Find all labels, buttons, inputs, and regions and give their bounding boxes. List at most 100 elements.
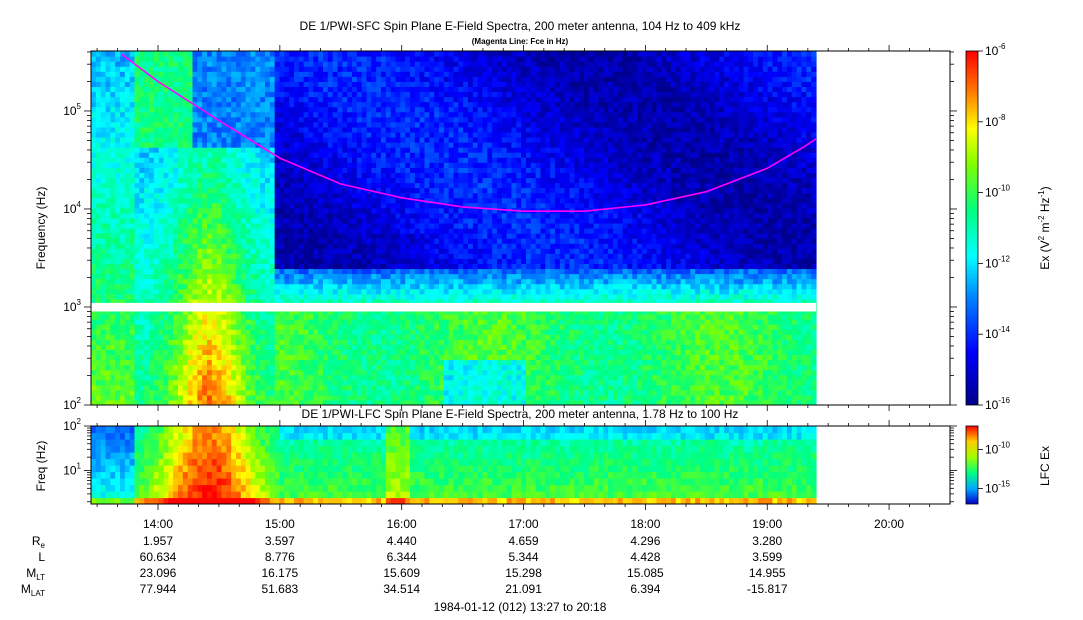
heatmap1-cell: [274, 172, 281, 179]
heatmap1-cell: [163, 273, 169, 280]
heatmap1-cell: [168, 394, 174, 401]
heatmap1-cell: [153, 349, 160, 356]
heatmap1-cell: [240, 172, 247, 179]
heatmap1-cell: [414, 324, 421, 330]
heatmap1-cell: [361, 399, 368, 405]
heatmap1-cell: [231, 339, 237, 345]
heatmap1-cell: [120, 56, 126, 62]
heatmap1-cell: [178, 379, 184, 386]
heatmap1-cell: [235, 374, 242, 381]
heatmap1-cell: [390, 66, 397, 72]
heatmap1-cell: [178, 339, 184, 345]
heatmap1-cell: [255, 248, 261, 254]
heatmap1-cell: [429, 248, 435, 254]
heatmap1-cell: [134, 182, 140, 189]
heatmap1-cell: [419, 313, 426, 320]
heatmap1-cell: [284, 263, 290, 270]
heatmap1-cell: [211, 374, 218, 381]
heatmap1-cell: [419, 334, 426, 340]
heatmap1-cell: [298, 61, 305, 67]
heatmap1-cell: [419, 81, 426, 87]
heatmap1-cell: [356, 91, 363, 98]
heatmap1-cell: [279, 283, 285, 290]
heatmap1-cell: [409, 101, 416, 108]
heatmap1-cell: [313, 142, 319, 148]
heatmap1-cell: [308, 111, 314, 118]
heatmap1-cell: [400, 212, 406, 219]
heatmap1-cell: [178, 147, 184, 153]
heatmap1-cell: [351, 263, 358, 270]
heatmap1-cell: [313, 172, 319, 179]
heatmap1-cell: [192, 152, 198, 158]
heatmap1-cell: [202, 268, 208, 275]
heatmap1-cell: [105, 324, 111, 330]
heatmap1-cell: [226, 243, 232, 249]
heatmap1-cell: [332, 162, 339, 168]
heatmap1-cell: [269, 66, 276, 72]
heatmap1-cell: [279, 167, 285, 173]
heatmap1-cell: [405, 192, 411, 199]
heatmap1-cell: [313, 106, 319, 113]
heatmap1-cell: [260, 197, 266, 204]
heatmap1-cell: [264, 369, 271, 376]
heatmap1-cell: [95, 389, 102, 396]
heatmap1-cell: [318, 207, 324, 214]
heatmap1-cell: [178, 278, 184, 285]
heatmap1-cell: [91, 101, 97, 108]
heatmap1-cell: [279, 212, 285, 219]
heatmap1-cell: [318, 339, 324, 345]
heatmap1-cell: [284, 288, 290, 295]
heatmap1-cell: [322, 339, 329, 345]
heatmap1-cell: [395, 222, 401, 229]
heatmap1-cell: [376, 192, 382, 199]
heatmap1-cell: [347, 56, 353, 62]
heatmap1-cell: [414, 313, 421, 320]
heatmap1-cell: [211, 217, 218, 224]
heatmap1-cell: [211, 228, 218, 234]
heatmap1-cell: [289, 268, 295, 275]
heatmap1-cell: [380, 364, 387, 371]
heatmap1-cell: [376, 364, 382, 371]
heatmap1-cell: [240, 354, 247, 361]
heatmap1-cell: [216, 222, 223, 229]
heatmap1-cell: [216, 228, 223, 234]
heatmap1-cell: [260, 253, 266, 259]
heatmap1-cell: [95, 61, 102, 67]
heatmap1-cell: [298, 384, 305, 391]
heatmap1-cell: [390, 313, 397, 320]
heatmap1-cell: [163, 96, 169, 103]
heatmap1-cell: [100, 298, 107, 305]
heatmap1-cell: [405, 207, 411, 214]
heatmap1-cell: [231, 243, 237, 249]
heatmap1-cell: [351, 339, 358, 345]
heatmap1-cell: [240, 116, 247, 123]
heatmap1-cell: [149, 162, 155, 168]
heatmap1-cell: [158, 147, 165, 153]
heatmap1-cell: [327, 167, 334, 173]
heatmap1-cell: [105, 233, 111, 239]
heatmap1-cell: [158, 288, 165, 295]
heatmap1-cell: [327, 228, 334, 234]
heatmap1-cell: [274, 228, 281, 234]
heatmap1-cell: [110, 238, 116, 244]
heatmap1-cell: [376, 86, 382, 93]
heatmap1-cell: [153, 222, 160, 229]
heatmap1-cell: [197, 71, 203, 77]
heatmap1-cell: [405, 116, 411, 123]
heatmap1-cell: [419, 364, 426, 371]
heatmap1-cell: [202, 359, 208, 366]
heatmap1-cell: [409, 268, 416, 275]
heatmap1-cell: [405, 268, 411, 275]
heatmap1-cell: [293, 273, 300, 280]
heatmap1-cell: [308, 233, 314, 239]
heatmap1-cell: [327, 147, 334, 153]
heatmap1-cell: [308, 101, 314, 108]
heatmap1-cell: [115, 339, 121, 345]
heatmap1-cell: [144, 319, 150, 325]
heatmap1-cell: [405, 278, 411, 285]
heatmap1-cell: [366, 374, 372, 381]
heatmap1-cell: [192, 136, 198, 143]
heatmap1-cell: [264, 126, 271, 133]
heatmap1-cell: [192, 116, 198, 123]
heatmap1-cell: [376, 258, 382, 264]
